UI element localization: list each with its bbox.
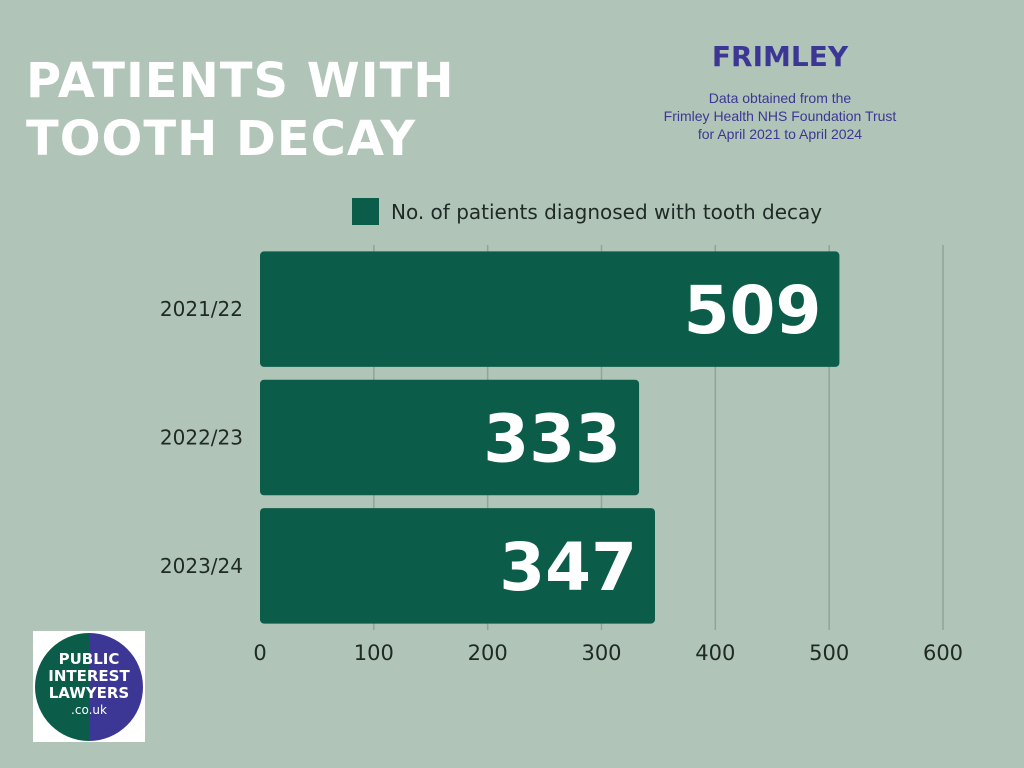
bar-2022/23	[260, 379, 640, 496]
category-label-2023/24: 2023/24	[160, 554, 243, 578]
region-name: FRIMLEY	[711, 40, 849, 73]
data-label-2022/23: 333	[483, 401, 621, 478]
source-line-3: for April 2021 to April 2024	[697, 126, 863, 142]
category-label-2022/23: 2022/23	[160, 426, 243, 450]
title-line-2: TOOTH DECAY	[26, 111, 417, 167]
x-tick-label-200: 200	[468, 641, 508, 665]
legend-swatch	[352, 198, 379, 225]
data-label-2021/22: 509	[684, 272, 822, 349]
logo-line-2: INTEREST	[48, 667, 130, 685]
public-interest-lawyers-logo: PUBLIC INTEREST LAWYERS .co.uk	[33, 631, 145, 742]
logo-line-3: LAWYERS	[48, 684, 130, 702]
x-tick-label-500: 500	[809, 641, 849, 665]
logo-text: PUBLIC INTEREST LAWYERS .co.uk	[33, 651, 145, 719]
bar-2021/22	[260, 251, 840, 367]
data-source-note: Data obtained from the Frimley Health NH…	[620, 89, 940, 143]
source-line-1: Data obtained from the	[708, 90, 852, 106]
data-label-2023/24: 347	[499, 529, 637, 606]
x-tick-label-100: 100	[354, 641, 394, 665]
source-line-2: Frimley Health NHS Foundation Trust	[663, 108, 897, 124]
x-tick-label-0: 0	[253, 641, 266, 665]
title-line-1: PATIENTS WITH	[26, 53, 455, 109]
logo-line-4: .co.uk	[71, 703, 107, 717]
legend-label: No. of patients diagnosed with tooth dec…	[391, 199, 823, 224]
x-tick-label-400: 400	[695, 641, 735, 665]
category-label-2021/22: 2021/22	[160, 297, 243, 321]
chart-title: PATIENTS WITH TOOTH DECAY	[26, 52, 455, 168]
logo-line-1: PUBLIC	[58, 650, 120, 668]
logo-circle	[35, 633, 143, 741]
x-tick-label-300: 300	[581, 641, 621, 665]
chart-legend: No. of patients diagnosed with tooth dec…	[352, 198, 822, 225]
bar-2023/24	[260, 508, 656, 624]
x-tick-label-600: 600	[923, 641, 963, 665]
